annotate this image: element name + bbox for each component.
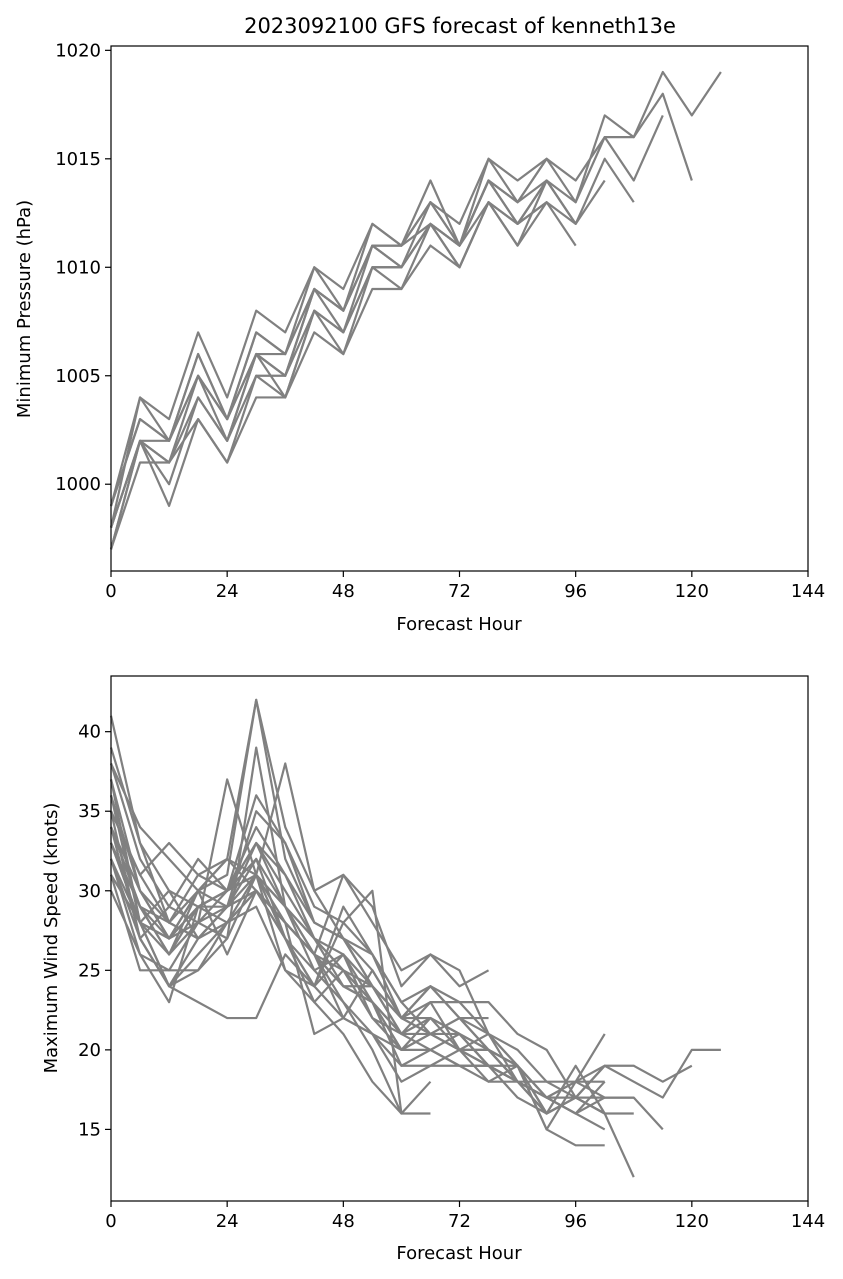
pressure-panel: Forecast Hour Minimum Pressure (hPa) 0 24… [14,40,825,635]
wind-series-line-19 [109,779,519,1083]
wind-y-tick-label: 20 [78,1040,101,1061]
wind-x-tick-label: 24 [216,1211,239,1232]
pressure-x-tick-label: 0 [105,581,116,602]
wind-series-line-10 [109,858,606,1115]
pressure-y-tick-label: 1005 [55,366,101,387]
wind-series-line-23 [109,810,431,1115]
wind-series-line-17 [109,826,548,1099]
pressure-x-tick-label: 96 [564,581,587,602]
wind-y-tick-label: 40 [78,722,101,743]
wind-x-tick-label: 120 [675,1211,709,1232]
pressure-x-tick-label: 144 [791,581,825,602]
pressure-series-line-8 [109,201,548,550]
pressure-series-line-7 [109,179,577,528]
chart-title: 2023092100 GFS forecast of kenneth13e [244,14,676,38]
wind-y-tick-label: 35 [78,801,101,822]
pressure-y-tick-label: 1000 [55,474,101,495]
wind-x-tick-label: 48 [332,1211,355,1232]
wind-x-tick-label: 96 [564,1211,587,1232]
pressure-y-axis-title: Minimum Pressure (hPa) [14,200,35,418]
wind-x-tick-label: 144 [791,1211,825,1232]
pressure-series-line-10 [109,158,548,528]
pressure-series-group [109,70,722,550]
wind-series-line-12 [109,746,605,1147]
pressure-y-tick-label: 1015 [55,149,101,170]
pressure-x-tick-label: 72 [448,581,471,602]
wind-y-axis-title: Maximum Wind Speed (knots) [41,803,62,1074]
wind-x-axis-title: Forecast Hour [396,1243,522,1264]
pressure-x-tick-label: 24 [216,581,239,602]
wind-panel: Forecast Hour Maximum Wind Speed (knots)… [41,675,825,1264]
wind-y-tick-label: 30 [78,881,101,902]
wind-series-line-22 [109,762,489,1020]
pressure-x-axis-title: Forecast Hour [396,614,522,635]
pressure-x-tick-label: 48 [332,581,355,602]
wind-series-line-9 [109,698,605,1083]
wind-x-tick-label: 0 [105,1211,116,1232]
wind-series-group [109,698,721,1178]
wind-series-line-24 [109,858,432,1115]
pressure-x-tick-label: 120 [675,581,709,602]
wind-y-tick-label: 15 [78,1119,101,1140]
wind-series-line-21 [109,826,490,988]
pressure-y-tick-label: 1020 [55,40,101,61]
wind-series-line-25 [110,874,403,1114]
wind-y-tick-label: 25 [78,960,101,981]
pressure-series-line-1 [109,70,722,507]
pressure-y-tick-label: 1010 [55,257,101,278]
wind-x-tick-label: 72 [448,1211,471,1232]
